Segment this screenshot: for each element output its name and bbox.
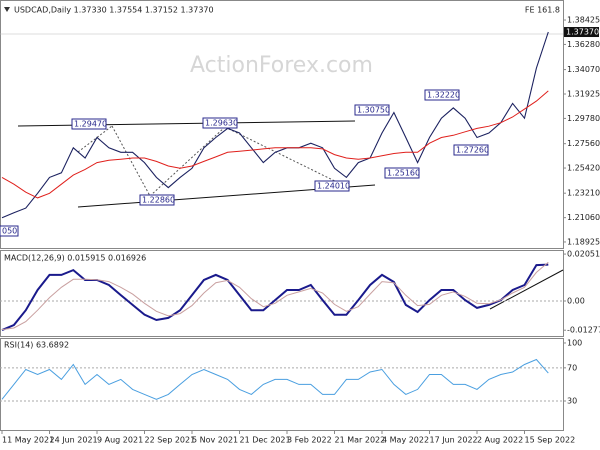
price-label: 1.29470 [74, 120, 107, 129]
price-label-box [202, 117, 238, 129]
x-tick-label: 15 Sep 2022 [525, 436, 576, 445]
watermark: ActionForex.com [190, 53, 373, 78]
price-label-box [384, 167, 420, 179]
x-tick-label: 21 Dec 2021 [240, 436, 291, 445]
price-label: 1.27260 [456, 146, 489, 155]
y-tick-label: 1.21060 [567, 213, 600, 222]
last-price-box [564, 27, 599, 38]
price-label-box [314, 180, 350, 192]
price-label-box [354, 104, 390, 116]
price-label: 1.32220 [427, 91, 460, 100]
x-tick-label: 22 Sep 2021 [145, 436, 196, 445]
series-line [1, 31, 549, 219]
series-line [1, 358, 549, 400]
y-tick-label: -0.012771 [567, 326, 600, 335]
x-tick-label: 2 Aug 2022 [477, 436, 523, 445]
y-tick-label: 1.27560 [567, 139, 600, 148]
rsi-title: RSI(14) 63.6892 [4, 341, 69, 350]
y-tick-label: 1.36280 [567, 40, 600, 49]
price-label: 1.30750 [357, 106, 390, 115]
x-tick-label: 17 Jun 2022 [430, 436, 478, 445]
price-label: 1.25160 [387, 169, 420, 178]
macd-trendline [489, 269, 564, 310]
y-tick-label: 70 [567, 363, 577, 372]
x-tick-label: 21 Mar 2022 [335, 436, 386, 445]
macd-title: MACD(12,26,9) 0.015915 0.016926 [4, 254, 146, 263]
y-tick-label: 1.18925 [567, 237, 600, 246]
y-tick-label: 0.020518 [567, 250, 600, 259]
projection-line [77, 125, 113, 153]
y-tick-label: 100 [567, 338, 582, 347]
projection-line [111, 125, 151, 197]
price-label-box [139, 194, 175, 206]
price-label-box [453, 144, 489, 156]
series-line [1, 90, 549, 199]
y-tick-label: 30 [567, 396, 577, 405]
chart-title: USDCAD,Daily 1.37330 1.37554 1.37152 1.3… [14, 6, 214, 15]
price-panel [0, 0, 564, 249]
x-tick-label: 11 May 2021 [2, 436, 54, 445]
price-label: 1.24010 [317, 182, 350, 191]
y-tick-label: 1.29780 [567, 114, 600, 123]
last-price-label: 1.37370 [566, 28, 599, 37]
price-label: 1.22860 [142, 196, 175, 205]
y-tick-label: 1.34070 [567, 65, 600, 74]
price-label-box [0, 225, 19, 237]
y-tick-label: 1.31925 [567, 89, 600, 98]
menu-icon [4, 7, 10, 12]
y-tick-label: 0.00 [567, 297, 585, 306]
rsi-panel [0, 338, 564, 431]
price-label-box [71, 118, 107, 130]
x-tick-label: 3 Feb 2022 [287, 436, 332, 445]
x-tick-label: 4 May 2022 [382, 436, 429, 445]
y-tick-label: 1.38425 [567, 16, 600, 25]
price-label: 050 [2, 227, 17, 236]
macd-panel [0, 250, 564, 337]
x-tick-label: 5 Nov 2021 [192, 436, 238, 445]
x-tick-label: 9 Aug 2021 [97, 436, 143, 445]
price-label-box [424, 89, 460, 101]
y-tick-label: 1.25420 [567, 164, 600, 173]
fe-label: FE 161.8 [525, 6, 560, 15]
x-tick-label: 24 Jun 2021 [50, 436, 98, 445]
projection-line [149, 126, 226, 197]
price-label: 1.29630 [205, 119, 238, 128]
series-line [1, 261, 549, 331]
y-tick-label: 1.23210 [567, 189, 600, 198]
